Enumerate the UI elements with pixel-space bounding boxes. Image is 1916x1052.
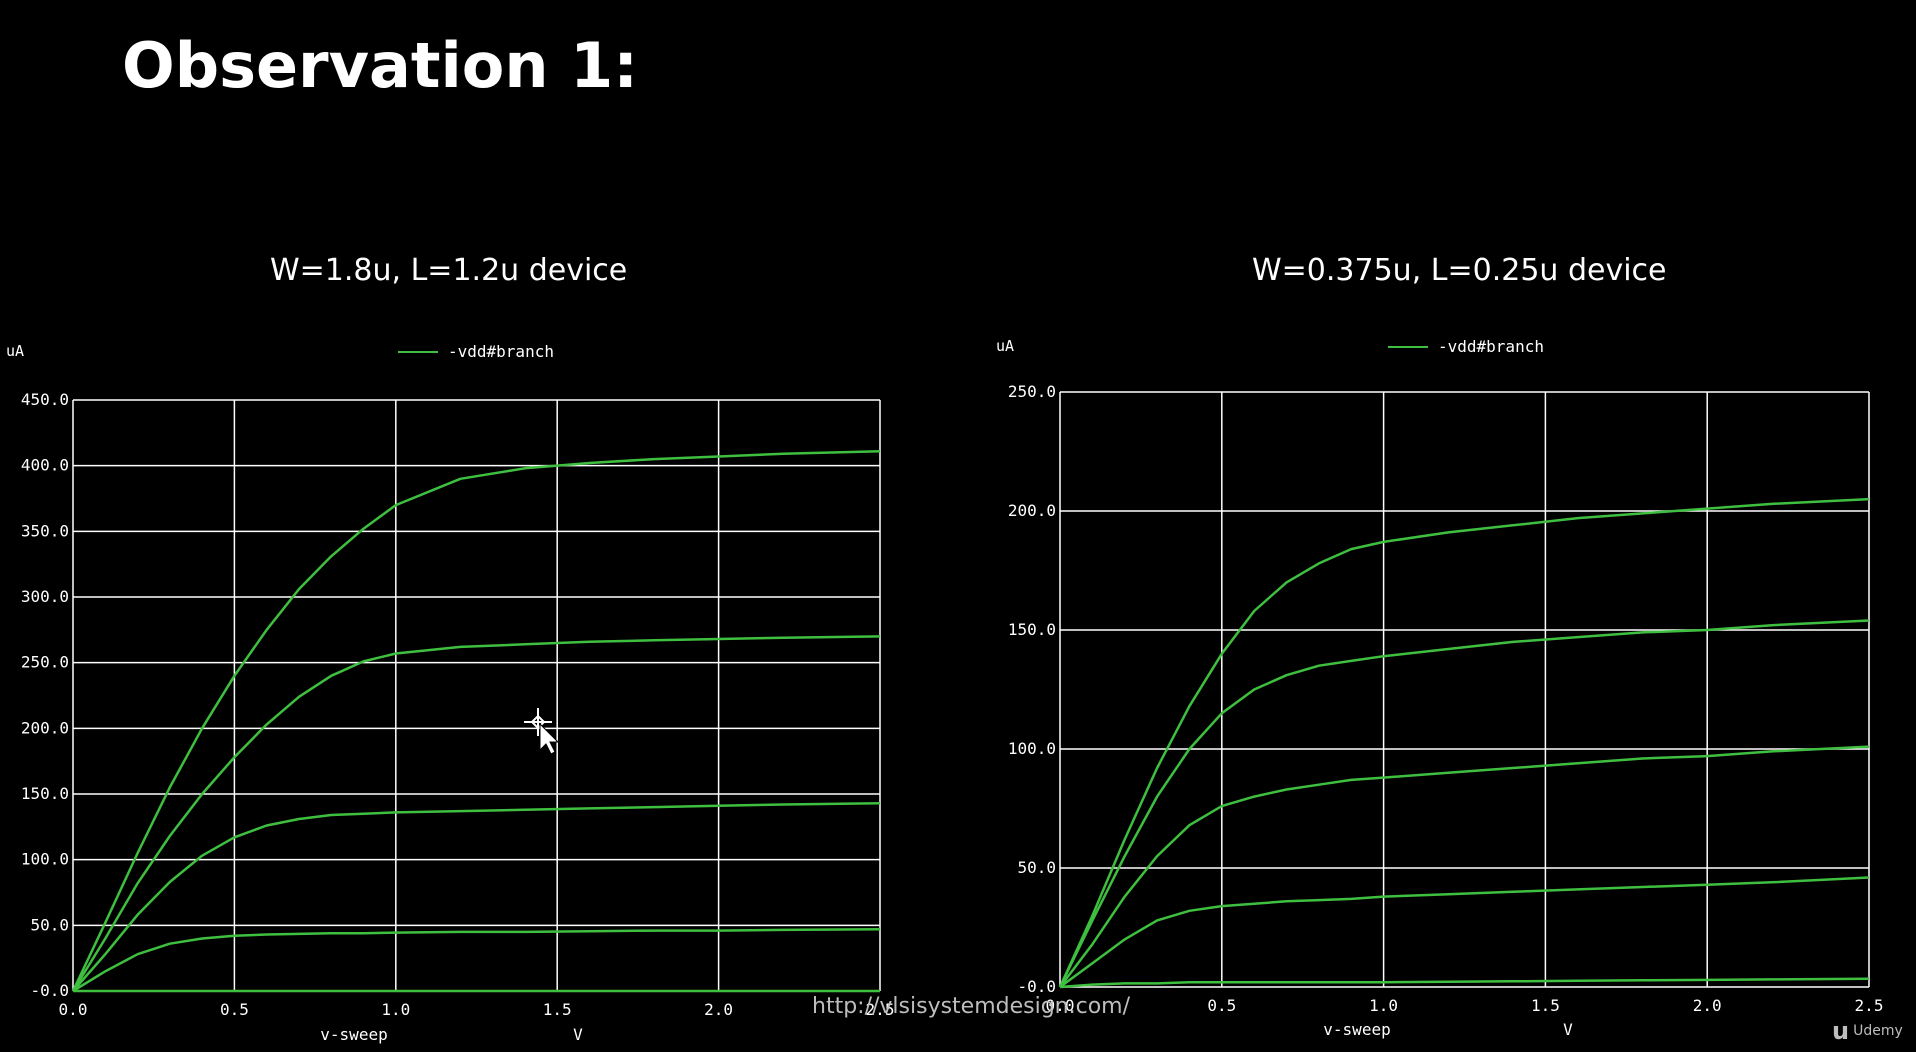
series-line-3: [72, 801, 881, 992]
x-axis-label: v-sweep: [320, 1025, 387, 1044]
y-tick-label: 200.0: [21, 718, 69, 737]
series-line-1: [71, 449, 881, 992]
slide-title: Observation 1:: [122, 29, 639, 102]
series-line-4: [1059, 876, 1870, 989]
y-unit-label: uA: [996, 337, 1014, 355]
series-line-3: [1059, 745, 1870, 988]
chart-2-title: W=0.375u, L=0.25u device: [1252, 253, 1667, 288]
legend-label: -vdd#branch: [448, 342, 554, 361]
y-tick-label: -0.0: [1017, 977, 1056, 996]
y-unit-label: uA: [6, 342, 24, 360]
y-tick-label: 50.0: [1017, 858, 1056, 877]
y-tick-label: 50.0: [30, 915, 69, 934]
x-tick-label: 0.0: [59, 1000, 88, 1019]
x-tick-label: 2.0: [704, 1000, 733, 1019]
x-tick-label: 1.0: [1369, 996, 1398, 1015]
x-tick-label: 2.0: [1693, 996, 1722, 1015]
x-tick-label: 0.5: [220, 1000, 249, 1019]
series-line-5: [1059, 977, 1870, 989]
x-axis-label: v-sweep: [1323, 1020, 1390, 1039]
y-tick-label: 250.0: [21, 653, 69, 672]
series-line-4: [72, 928, 881, 993]
x-tick-label: 0.5: [1207, 996, 1236, 1015]
series-line-2: [71, 635, 881, 992]
x-tick-label: 1.5: [543, 1000, 572, 1019]
x-tick-label: 2.5: [866, 1000, 895, 1019]
y-tick-label: 100.0: [1008, 739, 1056, 758]
udemy-logo: u Udemy: [1832, 1019, 1903, 1043]
mouse-cursor-icon: [524, 708, 558, 754]
series-line-1: [1058, 497, 1870, 988]
legend-label: -vdd#branch: [1438, 337, 1544, 356]
y-tick-label: -0.0: [30, 981, 69, 1000]
y-tick-label: 150.0: [1008, 620, 1056, 639]
x-tick-label: 1.5: [1531, 996, 1560, 1015]
x-tick-label: 1.0: [381, 1000, 410, 1019]
y-tick-label: 250.0: [1008, 382, 1056, 401]
y-tick-label: 300.0: [21, 587, 69, 606]
series-line-2: [1058, 619, 1870, 988]
y-tick-label: 400.0: [21, 456, 69, 475]
chart-1-title: W=1.8u, L=1.2u device: [270, 253, 628, 288]
y-tick-label: 450.0: [21, 390, 69, 409]
x-unit-label: V: [573, 1025, 583, 1044]
udemy-logo-text: Udemy: [1853, 1023, 1903, 1039]
y-tick-label: 350.0: [21, 521, 69, 540]
x-tick-label: 0.0: [1046, 996, 1075, 1015]
x-unit-label: V: [1563, 1020, 1573, 1039]
y-tick-label: 200.0: [1008, 501, 1056, 520]
watermark-url: http://vlsisystemdesign.com/: [812, 994, 1131, 1019]
y-tick-label: 100.0: [21, 850, 69, 869]
y-tick-label: 150.0: [21, 784, 69, 803]
x-tick-label: 2.5: [1855, 996, 1884, 1015]
udemy-u-mark: u: [1832, 1017, 1850, 1045]
